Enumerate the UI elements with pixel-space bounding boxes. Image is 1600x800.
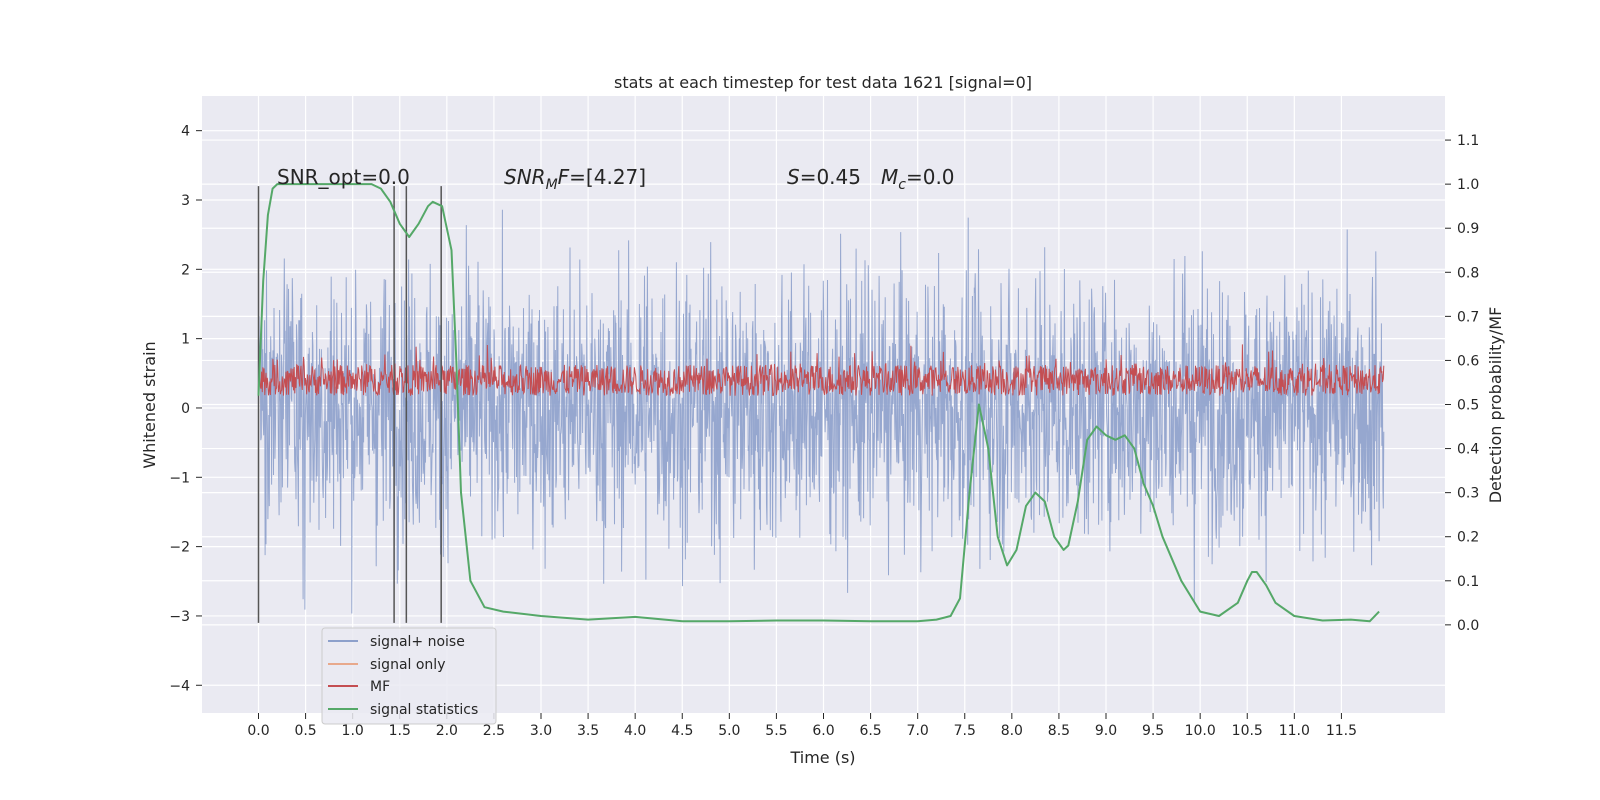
- x-tick-label: 7.0: [907, 723, 929, 739]
- y-left-tick-label: 0: [181, 401, 190, 417]
- legend-label-signal-only: signal only: [370, 657, 445, 673]
- y-right-tick-label: 0.5: [1457, 398, 1479, 414]
- snr-opt-annotation: SNR_opt=0.0: [277, 165, 410, 189]
- y-right-tick-label: 0.1: [1457, 574, 1479, 590]
- x-tick-label: 3.5: [577, 723, 599, 739]
- y-left-axis-title: Whitened strain: [140, 341, 159, 468]
- snr-mf-rest-f: F: [558, 165, 570, 189]
- y-left-axis-ticks: −4 −3 −2 −1 0 1 2 3 4: [169, 124, 202, 694]
- s-value: =0.45: [800, 165, 861, 189]
- y-right-tick-label: 0.3: [1457, 486, 1479, 502]
- y-right-tick-label: 0.0: [1457, 618, 1479, 634]
- x-tick-label: 8.0: [1001, 723, 1023, 739]
- y-right-tick-label: 0.7: [1457, 309, 1479, 325]
- snr-mf-sub: M: [546, 177, 558, 193]
- y-right-tick-label: 1.0: [1457, 177, 1479, 193]
- y-right-tick-label: 0.9: [1457, 221, 1479, 237]
- y-right-axis-ticks: 0.0 0.1 0.2 0.3 0.4 0.5 0.6 0.7 0.8 0.9 1.0 1.1: [1445, 133, 1479, 634]
- mf-series: [258, 344, 1385, 397]
- x-axis-ticks: 0.0 0.5 1.0 1.5 2.0 2.5 3.0 3.5 4.0 4.5 5.0 5.5 6.0 6…: [247, 713, 1357, 739]
- x-tick-label: 2.5: [483, 723, 505, 739]
- legend: signal+ noise signal only MF signal stat…: [321, 627, 497, 725]
- mc-value: =0.0: [906, 165, 955, 189]
- x-tick-label: 3.0: [530, 723, 552, 739]
- legend-label-signal-noise: signal+ noise: [370, 634, 465, 650]
- y-right-axis-title: Detection probability/MF: [1486, 307, 1505, 504]
- vertical-markers: [257, 186, 442, 623]
- x-tick-label: 0.0: [247, 723, 269, 739]
- y-right-tick-label: 0.2: [1457, 530, 1479, 546]
- snr-mf-annotation: SNRMF=[4.27]: [504, 165, 646, 193]
- y-left-tick-label: 3: [181, 193, 190, 209]
- y-left-tick-label: −3: [169, 609, 190, 625]
- x-tick-label: 4.5: [671, 723, 693, 739]
- x-tick-label: 8.5: [1048, 723, 1070, 739]
- y-left-tick-label: 2: [181, 262, 190, 278]
- x-tick-label: 4.0: [624, 723, 646, 739]
- x-tick-label: 9.0: [1095, 723, 1117, 739]
- x-tick-label: 6.5: [859, 723, 881, 739]
- legend-label-signal-statistics: signal statistics: [370, 702, 478, 718]
- y-left-tick-label: −1: [169, 470, 190, 486]
- mc-var: M: [881, 165, 898, 189]
- x-tick-label: 1.0: [342, 723, 364, 739]
- signal-statistics-series: [257, 183, 1380, 623]
- legend-label-mf: MF: [370, 679, 390, 695]
- x-tick-label: 5.0: [718, 723, 740, 739]
- y-right-tick-label: 0.6: [1457, 353, 1479, 369]
- legend-box: [321, 627, 497, 725]
- signal-statistics-line: [257, 183, 1380, 623]
- s-annotation: S=0.45: [787, 165, 861, 189]
- x-tick-label: 2.0: [436, 723, 458, 739]
- y-right-tick-label: 0.8: [1457, 265, 1479, 281]
- snr-mf-value: =[4.27]: [569, 165, 646, 189]
- y-left-tick-label: 1: [181, 332, 190, 348]
- x-axis-title: Time (s): [789, 748, 855, 767]
- y-left-tick-label: −2: [169, 540, 190, 556]
- x-tick-label: 5.5: [765, 723, 787, 739]
- x-tick-label: 0.5: [294, 723, 316, 739]
- x-tick-label: 11.5: [1326, 723, 1357, 739]
- s-var: S: [787, 165, 800, 189]
- y-left-tick-label: −4: [169, 678, 190, 694]
- x-tick-label: 11.0: [1279, 723, 1310, 739]
- x-tick-label: 6.0: [812, 723, 834, 739]
- chart-title: stats at each timestep for test data 162…: [614, 73, 1032, 92]
- y-right-tick-label: 1.1: [1457, 133, 1479, 149]
- mf-line: [258, 344, 1385, 397]
- y-right-tick-label: 0.4: [1457, 442, 1479, 458]
- snr-mf-main: SNR: [504, 165, 546, 189]
- y-left-tick-label: 4: [181, 124, 190, 140]
- x-tick-label: 1.5: [389, 723, 411, 739]
- mc-sub: c: [898, 177, 906, 193]
- x-tick-label: 10.5: [1232, 723, 1263, 739]
- x-tick-label: 9.5: [1142, 723, 1164, 739]
- x-tick-label: 10.0: [1185, 723, 1216, 739]
- x-tick-label: 7.5: [954, 723, 976, 739]
- mc-annotation: Mc=0.0: [881, 165, 955, 193]
